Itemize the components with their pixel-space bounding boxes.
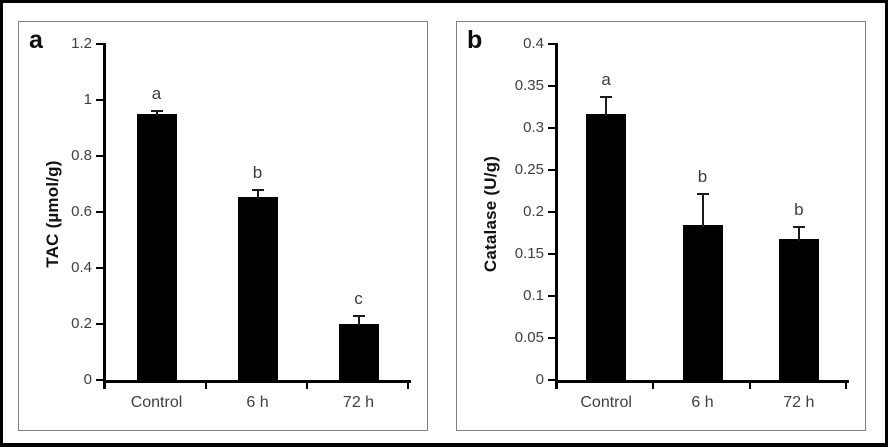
panel-a-label: a	[29, 26, 43, 54]
y-tick	[548, 295, 556, 297]
y-tick-label: 0.05	[514, 329, 544, 346]
x-category-label: 72 h	[783, 394, 815, 411]
y-tick	[548, 43, 556, 45]
x-category-label: 6 h	[691, 394, 714, 411]
y-tick-label: 0.35	[514, 77, 544, 94]
bar-6-h	[682, 224, 723, 380]
y-tick	[548, 211, 556, 213]
y-tick	[548, 253, 556, 255]
y-tick	[96, 379, 104, 381]
error-bar-line	[605, 96, 608, 116]
y-tick	[96, 267, 104, 269]
y-tick-label: 0.1	[523, 287, 544, 304]
x-tick	[306, 380, 308, 389]
x-category-label: 6 h	[246, 394, 269, 411]
y-tick-label: 0.4	[71, 259, 92, 276]
y-tick	[96, 99, 104, 101]
error-bar-line	[155, 111, 158, 116]
error-bar-line	[357, 316, 360, 326]
x-tick	[845, 380, 847, 389]
y-tick-label: 0.25	[514, 161, 544, 178]
y-tick-label: 1	[83, 91, 92, 108]
bar-72-h	[778, 238, 819, 380]
significance-letter: a	[151, 84, 162, 104]
x-tick	[407, 380, 409, 389]
significance-letter: b	[252, 163, 263, 183]
x-axis-line	[103, 380, 411, 383]
error-bar-cap	[251, 189, 264, 192]
error-bar-line	[256, 190, 259, 199]
y-tick-label: 0.8	[71, 147, 92, 164]
y-tick-label: 0.2	[523, 203, 544, 220]
error-bar-cap	[352, 315, 365, 318]
significance-letter: b	[794, 200, 804, 220]
bar-control	[586, 113, 627, 380]
x-tick	[748, 380, 751, 389]
y-axis-line	[555, 43, 558, 389]
error-bar-cap	[792, 226, 805, 229]
y-tick-label: 0	[83, 371, 92, 388]
bar-control	[136, 114, 177, 380]
y-axis-line	[103, 43, 106, 389]
significance-letter: c	[354, 289, 363, 309]
error-bar-line	[701, 194, 704, 227]
x-category-label: Control	[580, 394, 632, 411]
x-category-label: Control	[130, 394, 183, 411]
y-tick	[548, 169, 556, 171]
panel-b-plot: 0 0.05 0.1 0.15 0.2 0.25 0.3 0.35 0.4 a Control b 6 …	[457, 22, 865, 430]
panel-b: b Catalase (U/g) 0 0.05 0.1 0.15 0.2 0.25 0.3 0…	[456, 21, 866, 431]
y-tick-label: 0.2	[71, 315, 92, 332]
y-tick	[96, 43, 104, 45]
panel-b-label: b	[467, 26, 483, 54]
bar-6-h	[237, 196, 278, 380]
x-tick	[205, 380, 207, 389]
y-tick	[96, 211, 104, 213]
x-axis-line	[555, 380, 849, 383]
y-tick-label: 0	[535, 371, 544, 388]
panel-a-plot: 0 0.2 0.4 0.6 0.8 1 1.2 a Control b 6 h c 72 h	[19, 22, 427, 430]
y-tick	[548, 85, 556, 87]
significance-letter: a	[601, 69, 611, 89]
bar-72-h	[338, 324, 379, 380]
error-bar-cap	[600, 95, 613, 98]
error-bar-cap	[150, 110, 163, 113]
y-tick-label: 0.3	[523, 119, 544, 136]
y-tick-label: 0.15	[514, 245, 544, 262]
y-tick	[96, 323, 104, 325]
significance-letter: b	[697, 167, 708, 187]
y-tick-label: 0.4	[523, 35, 544, 52]
x-tick	[652, 380, 655, 389]
error-bar-line	[797, 227, 800, 241]
x-category-label: 72 h	[342, 394, 375, 411]
y-tick	[548, 127, 556, 129]
y-tick	[548, 379, 556, 381]
error-bar-cap	[696, 193, 709, 196]
y-tick	[96, 155, 104, 157]
y-tick-label: 0.6	[71, 203, 92, 220]
y-tick-label: 1.2	[71, 35, 92, 52]
y-tick	[548, 337, 556, 339]
panel-a: a TAC (µmol/g) 0 0.2 0.4 0.6 0.8 1 1.2 a Control…	[18, 21, 428, 431]
